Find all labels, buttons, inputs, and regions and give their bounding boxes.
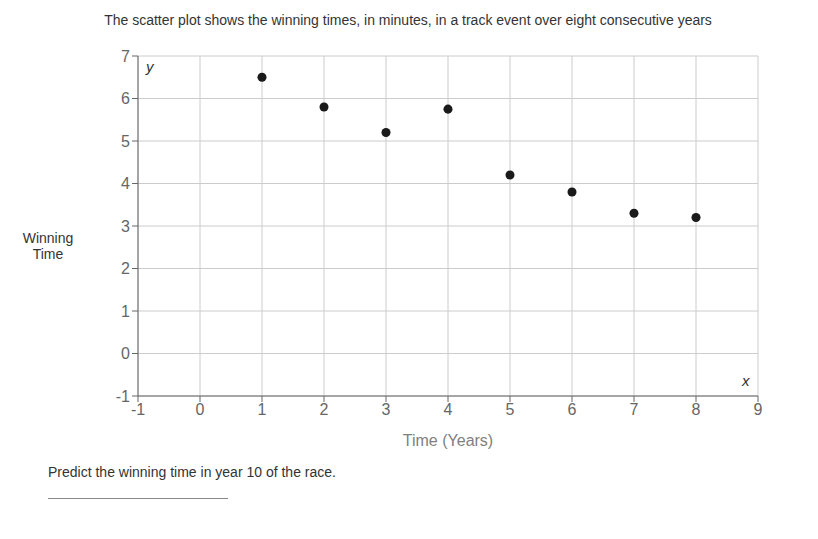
svg-text:4: 4 — [444, 401, 453, 418]
html-text:Time: Time — [32, 246, 64, 262]
svg-text:1: 1 — [258, 401, 267, 418]
svg-text:-1: -1 — [131, 401, 145, 418]
svg-text:3: 3 — [382, 401, 391, 418]
svg-text:6: 6 — [568, 401, 577, 418]
svg-text:0: 0 — [196, 401, 205, 418]
svg-text:9: 9 — [754, 401, 763, 418]
svg-text:4: 4 — [121, 175, 130, 192]
html-text:Predict the winning time in ye: Predict the winning time in year 10 of t… — [48, 464, 336, 480]
html-text:x: x — [742, 372, 750, 389]
svg-text:5: 5 — [506, 401, 515, 418]
svg-text:5: 5 — [121, 133, 130, 150]
svg-text:3: 3 — [121, 218, 130, 235]
svg-text:Time (Years): Time (Years) — [403, 432, 493, 449]
svg-text:1: 1 — [121, 303, 130, 320]
svg-text:0: 0 — [121, 345, 130, 362]
html-text:y: y — [146, 58, 154, 75]
svg-text:7: 7 — [121, 48, 130, 65]
svg-text:-1: -1 — [116, 388, 130, 405]
svg-text:6: 6 — [121, 90, 130, 107]
svg-text:2: 2 — [320, 401, 329, 418]
html-text:Winning: Winning — [22, 230, 74, 246]
html-text:The scatter plot shows the win: The scatter plot shows the winning times… — [104, 12, 712, 28]
svg-text:7: 7 — [630, 401, 639, 418]
svg-text:2: 2 — [121, 260, 130, 277]
svg-text:8: 8 — [692, 401, 701, 418]
